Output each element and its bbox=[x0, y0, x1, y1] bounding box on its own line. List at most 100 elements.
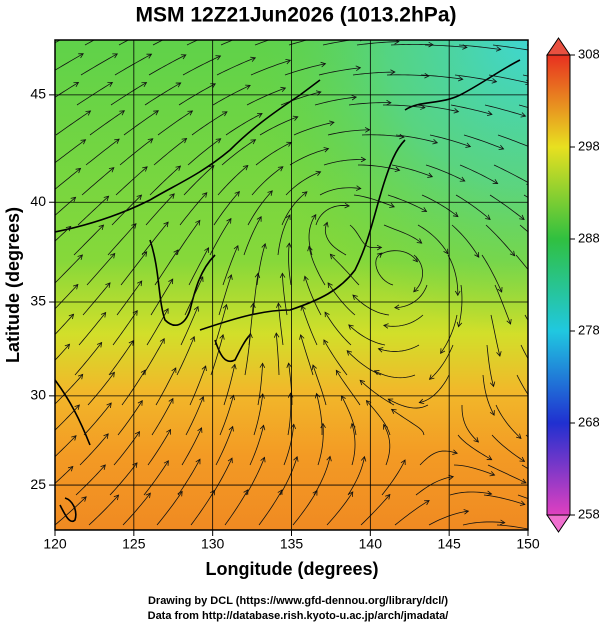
streamline-arrow bbox=[128, 340, 134, 346]
streamline-arrow bbox=[250, 56, 257, 62]
streamline bbox=[81, 167, 115, 196]
streamline-arrow bbox=[489, 410, 495, 416]
streamline bbox=[424, 44, 467, 48]
streamline bbox=[447, 254, 459, 296]
streamline bbox=[326, 491, 354, 526]
streamline-arrow bbox=[348, 324, 354, 330]
streamline bbox=[429, 344, 454, 380]
streamline-arrow bbox=[277, 489, 283, 495]
streamline-arrow bbox=[201, 192, 208, 198]
streamline bbox=[277, 214, 291, 256]
streamline bbox=[75, 464, 106, 496]
streamline-arrow bbox=[452, 211, 459, 218]
streamline-arrow bbox=[286, 362, 292, 368]
streamline-arrow bbox=[489, 381, 496, 388]
streamline bbox=[278, 303, 284, 346]
streamline bbox=[381, 459, 406, 496]
streamline bbox=[218, 274, 232, 316]
streamline bbox=[429, 134, 471, 147]
streamline bbox=[347, 456, 365, 496]
streamline-arrow bbox=[399, 133, 405, 140]
streamline bbox=[419, 374, 450, 404]
streamline-arrow bbox=[344, 202, 350, 209]
streamline-arrow bbox=[350, 422, 356, 429]
streamline-arrow bbox=[132, 310, 138, 316]
streamline bbox=[463, 134, 504, 150]
streamline-arrow bbox=[78, 53, 84, 59]
streamline-arrow bbox=[119, 110, 125, 116]
streamline bbox=[518, 104, 528, 108]
streamline-arrow bbox=[234, 190, 240, 197]
streamline-arrow bbox=[106, 402, 112, 409]
streamline bbox=[141, 221, 169, 256]
streamline bbox=[175, 220, 201, 256]
streamline-arrow bbox=[117, 25, 122, 29]
streamline-arrow bbox=[113, 494, 120, 501]
streamline-arrow bbox=[348, 491, 354, 497]
streamline-arrow bbox=[535, 405, 540, 410]
streamline bbox=[55, 466, 74, 484]
colorbar-tick-label: 298 bbox=[578, 138, 599, 153]
streamline bbox=[145, 193, 175, 226]
streamline bbox=[374, 370, 416, 379]
streamline bbox=[146, 308, 169, 346]
streamline bbox=[288, 40, 309, 46]
streamline-arrow bbox=[197, 427, 203, 433]
streamline bbox=[55, 284, 79, 310]
streamline-arrow bbox=[280, 86, 287, 93]
streamline-arrow bbox=[448, 474, 455, 481]
streamline-arrow bbox=[168, 397, 174, 404]
streamline bbox=[209, 218, 232, 256]
streamline-arrow bbox=[443, 248, 449, 255]
streamline-arrow bbox=[193, 305, 199, 312]
streamline bbox=[223, 364, 236, 406]
streamline-arrow bbox=[311, 364, 317, 371]
streamline-arrow bbox=[440, 348, 446, 355]
streamline bbox=[304, 276, 322, 316]
streamline-arrow bbox=[383, 323, 389, 329]
streamline bbox=[55, 110, 91, 136]
streamline bbox=[256, 243, 266, 286]
streamline bbox=[366, 400, 391, 436]
streamline-arrow bbox=[486, 490, 493, 496]
streamline bbox=[335, 370, 361, 406]
streamline-arrow bbox=[146, 53, 153, 59]
streamline bbox=[459, 164, 498, 184]
streamline-arrow bbox=[286, 242, 292, 248]
streamline bbox=[185, 396, 204, 436]
streamline-arrow bbox=[222, 303, 229, 310]
streamline-arrow bbox=[103, 195, 110, 202]
streamline bbox=[352, 71, 395, 76]
streamline bbox=[348, 102, 391, 106]
streamline bbox=[417, 224, 449, 254]
x-tick-label: 130 bbox=[201, 536, 225, 552]
streamline-arrow bbox=[428, 374, 435, 380]
streamline-arrow bbox=[312, 489, 318, 496]
streamline bbox=[183, 165, 215, 196]
streamline-arrow bbox=[463, 509, 470, 515]
streamline bbox=[114, 53, 152, 76]
streamline-arrow bbox=[377, 347, 384, 353]
streamline bbox=[191, 111, 228, 136]
streamline-arrow bbox=[181, 137, 188, 144]
streamline bbox=[55, 496, 87, 526]
streamline-arrow bbox=[68, 313, 75, 320]
streamline-arrow bbox=[427, 172, 434, 178]
streamline bbox=[324, 222, 347, 256]
credit-line: Data from http://database.rish.kyoto-u.a… bbox=[148, 610, 449, 622]
streamline bbox=[186, 40, 199, 46]
streamline-arrow bbox=[85, 110, 92, 116]
streamline bbox=[394, 500, 430, 526]
colorbar-tick-label: 288 bbox=[578, 230, 599, 245]
streamline-arrow bbox=[474, 252, 480, 258]
streamline-arrow bbox=[114, 138, 120, 144]
y-axis-label: Latitude (degrees) bbox=[3, 207, 23, 363]
streamline-arrow bbox=[103, 433, 109, 439]
x-tick-label: 145 bbox=[437, 536, 461, 552]
streamline bbox=[458, 284, 463, 327]
streamline bbox=[496, 524, 528, 530]
streamline-arrow bbox=[227, 457, 233, 464]
colorbar-tick-label: 278 bbox=[578, 322, 599, 337]
streamline bbox=[483, 494, 525, 505]
